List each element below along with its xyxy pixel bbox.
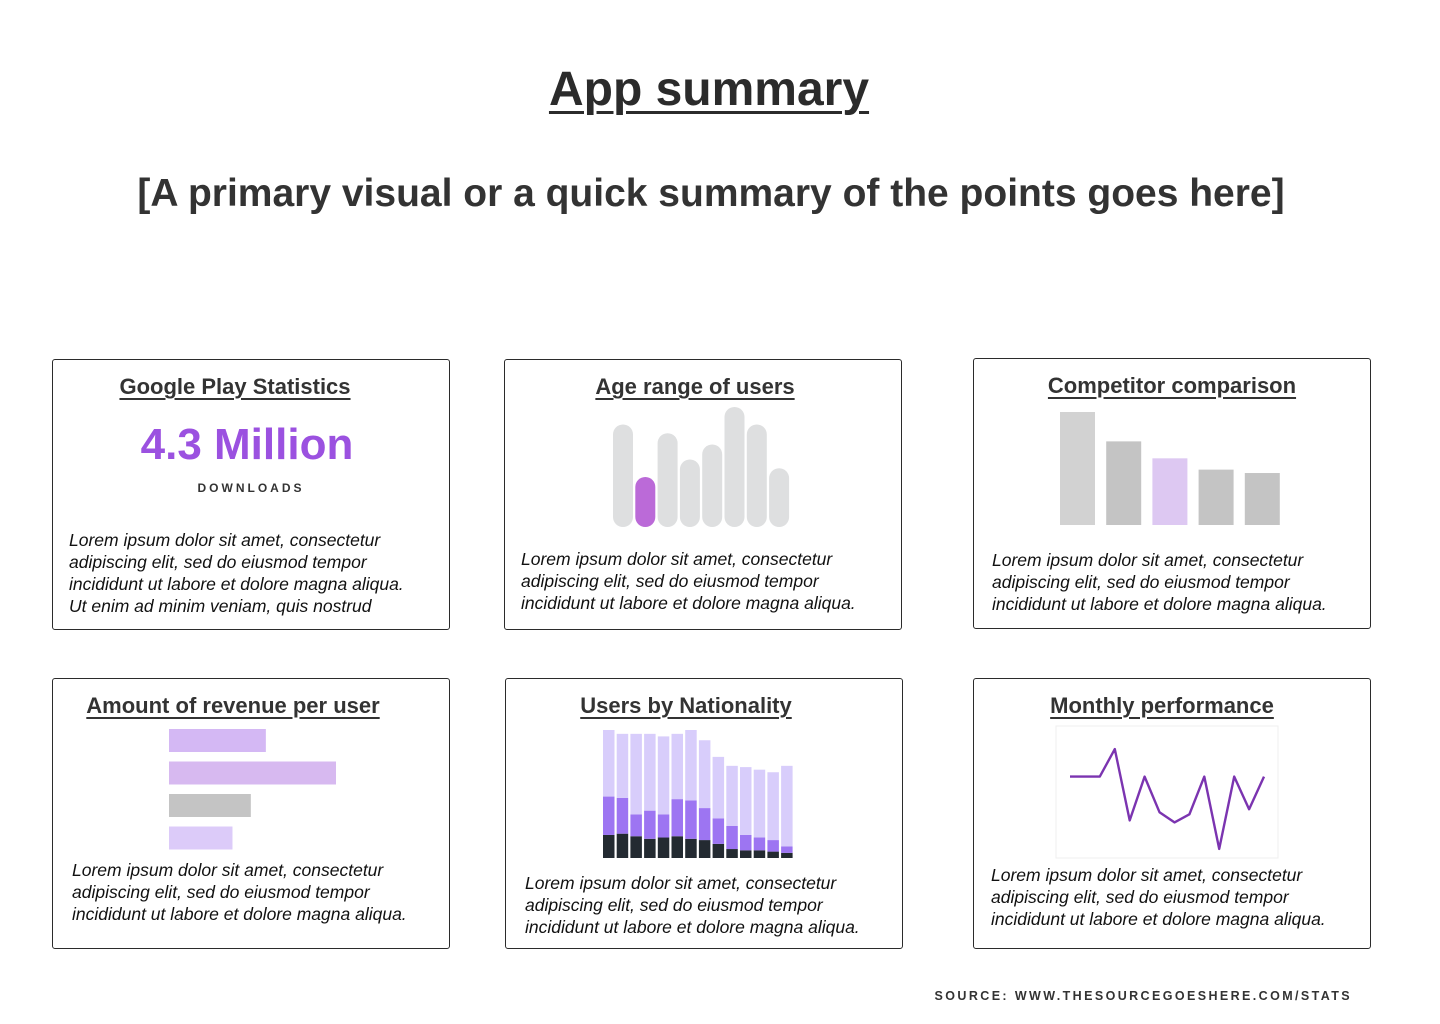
age-bar xyxy=(769,468,790,527)
nationality-bar-segment xyxy=(740,767,752,835)
competitor-card: Competitor comparison Lorem ipsum dolor … xyxy=(973,358,1371,629)
nationality-bar-segment xyxy=(712,818,725,844)
competitor-bar xyxy=(1060,412,1095,525)
nationality-bar-segment xyxy=(685,730,697,801)
nationality-bar-segment xyxy=(712,843,725,858)
nationality-bar-segment xyxy=(657,814,670,838)
nationality-bar-segment xyxy=(685,838,697,858)
nationality-bar-segment xyxy=(630,814,642,837)
nationality-bar-segment xyxy=(657,736,670,815)
nationality-bar-segment xyxy=(630,733,642,815)
nationality-bar-segment xyxy=(630,836,642,858)
age-bar xyxy=(702,444,723,527)
nationality-bar-segment xyxy=(603,730,615,797)
age-bar xyxy=(679,459,700,527)
nationality-bar-segment xyxy=(644,733,656,811)
card-description: Lorem ipsum dolor sit amet, consectetur … xyxy=(525,873,860,937)
competitor-bar xyxy=(1244,473,1280,525)
nationality-bar-segment xyxy=(767,851,779,858)
nationality-bar-segment xyxy=(767,840,779,852)
nationality-bar-segment xyxy=(603,834,615,858)
nationality-bar-segment xyxy=(698,808,711,841)
competitor-bar xyxy=(1152,458,1188,525)
nationality-card: Users by Nationality Lorem ipsum dolor s… xyxy=(505,678,903,949)
card-title: Competitor comparison xyxy=(1047,373,1297,398)
competitor-bar xyxy=(1198,469,1234,525)
nationality-bar-segment xyxy=(781,765,793,847)
card-title: Amount of revenue per user xyxy=(86,693,380,718)
card-description: Lorem ipsum dolor sit amet, consectetur … xyxy=(69,530,404,616)
competitor-bar xyxy=(1106,441,1142,525)
page-subtitle: [A primary visual or a quick summary of … xyxy=(137,172,1285,215)
revenue-bar xyxy=(169,761,336,785)
nationality-bar-segment xyxy=(767,772,779,841)
age-bar xyxy=(635,477,656,527)
revenue-chart xyxy=(169,729,336,850)
nationality-bar-segment xyxy=(657,837,670,858)
card-description: Lorem ipsum dolor sit amet, consectetur … xyxy=(521,549,856,613)
nationality-bar-segment xyxy=(753,850,766,858)
nationality-bar-segment xyxy=(726,849,738,858)
nationality-bar-segment xyxy=(698,740,711,809)
nationality-bar-segment xyxy=(644,810,656,839)
nationality-bar-segment xyxy=(616,733,629,798)
card-title: Monthly performance xyxy=(1050,693,1274,718)
page-title: App summary xyxy=(548,63,870,116)
revenue-bar xyxy=(169,794,251,817)
nationality-bar-segment xyxy=(671,733,683,800)
card-description: Lorem ipsum dolor sit amet, consectetur … xyxy=(992,550,1327,614)
google-play-card: Google Play Statistics 4.3 Million DOWNL… xyxy=(52,359,450,630)
revenue-card: Amount of revenue per user Lorem ipsum d… xyxy=(52,678,450,949)
revenue-bar xyxy=(169,826,233,850)
monthly-card: Monthly performance Lorem ipsum dolor si… xyxy=(973,678,1371,949)
nationality-bar-segment xyxy=(726,765,738,826)
source-note: SOURCE: WWW.THESOURCEGOESHERE.COM/STATS xyxy=(934,989,1352,1003)
nationality-bar-segment xyxy=(671,799,683,837)
nationality-bar-segment xyxy=(644,838,656,858)
nationality-bar-segment xyxy=(753,837,766,851)
age-range-card: Age range of users Lorem ipsum dolor sit… xyxy=(504,359,902,630)
nationality-bar-segment xyxy=(698,840,711,858)
card-title: Users by Nationality xyxy=(580,693,792,718)
monthly-chart-frame xyxy=(1055,725,1279,859)
nationality-bar-segment xyxy=(726,826,738,850)
age-range-chart xyxy=(613,407,790,527)
nationality-bar-segment xyxy=(740,834,752,851)
nationality-bar-segment xyxy=(781,852,793,858)
nationality-bar-segment xyxy=(603,796,615,835)
nationality-bar-segment xyxy=(685,800,697,839)
monthly-line xyxy=(1070,747,1266,851)
nationality-bar-segment xyxy=(753,769,766,838)
card-title: Google Play Statistics xyxy=(119,374,351,399)
age-bar xyxy=(724,407,745,527)
downloads-value: 4.3 Million xyxy=(140,420,354,469)
nationality-bar-segment xyxy=(616,797,629,834)
card-title: Age range of users xyxy=(595,374,795,399)
nationality-chart xyxy=(603,730,793,858)
card-description: Lorem ipsum dolor sit amet, consectetur … xyxy=(72,860,407,924)
monthly-chart xyxy=(1055,725,1279,859)
competitor-chart xyxy=(1060,412,1280,525)
nationality-bar-segment xyxy=(740,850,752,858)
card-description: Lorem ipsum dolor sit amet, consectetur … xyxy=(991,865,1326,929)
nationality-bar-segment xyxy=(712,756,725,819)
nationality-bar-segment xyxy=(781,846,793,853)
age-bar xyxy=(613,424,633,527)
revenue-bar xyxy=(169,729,266,752)
nationality-bar-segment xyxy=(616,833,629,858)
age-bar xyxy=(657,433,678,527)
nationality-bar-segment xyxy=(671,836,683,858)
downloads-caption: DOWNLOADS xyxy=(197,481,305,495)
age-bar xyxy=(746,424,767,527)
